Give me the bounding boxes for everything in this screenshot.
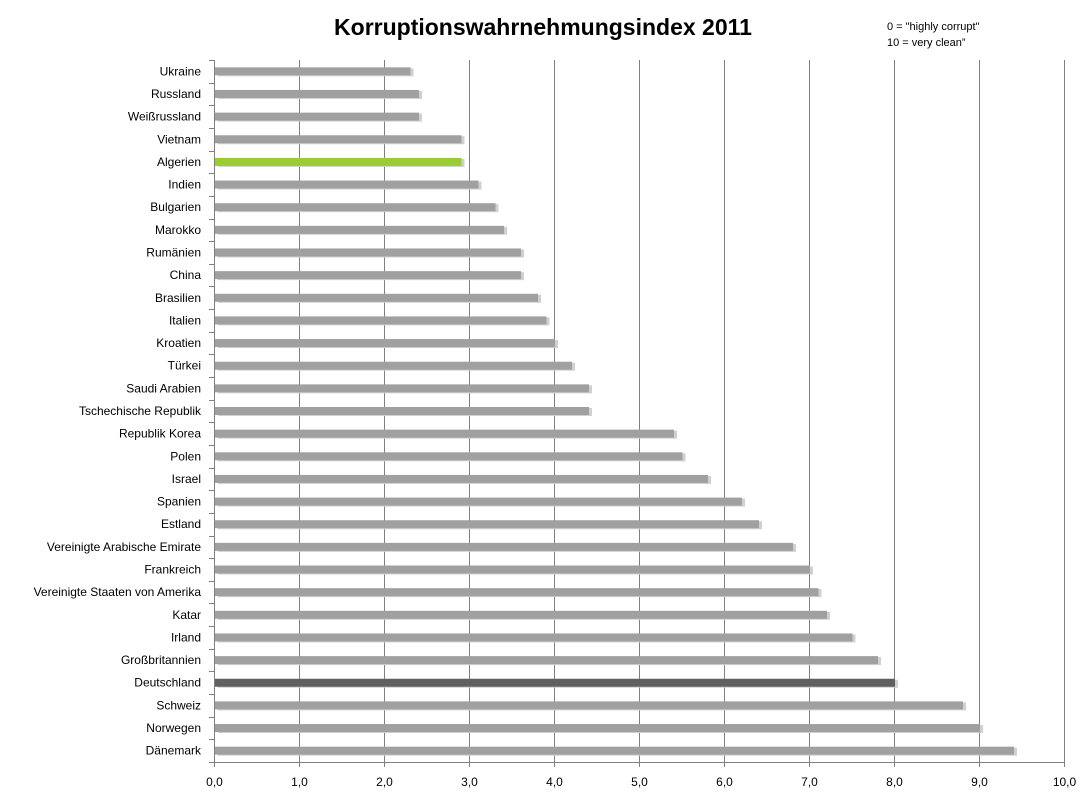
bar-marokko <box>215 225 504 234</box>
category-label-katar: Katar <box>172 608 201 622</box>
x-tick-labels: 0,0 1,0 2,0 3,0 4,0 5,0 6,0 7,0 8,0 9,0 10,0 <box>206 775 1076 789</box>
category-label-bulgarien: Bulgarien <box>150 200 201 214</box>
bar-kroatien <box>215 339 555 348</box>
x-tick-label-1: 1,0 <box>291 775 308 789</box>
axes <box>209 60 1065 767</box>
x-tick-label-7: 7,0 <box>801 775 818 789</box>
category-label-russland: Russland <box>151 87 201 101</box>
bar-rumaenien <box>215 248 521 257</box>
category-label-marokko: Marokko <box>155 223 201 237</box>
x-tick-label-5: 5,0 <box>631 775 648 789</box>
bar-bulgarien <box>215 203 496 212</box>
bar-irland <box>215 633 853 642</box>
bar-indien <box>215 180 479 189</box>
category-label-grossbritannien: Großbritannien <box>121 653 201 667</box>
bar-estland <box>215 520 759 529</box>
bar-vereinigte-staaten-von-amerika <box>215 588 819 597</box>
bar-russland <box>215 89 419 98</box>
category-label-saudi-arabien: Saudi Arabien <box>126 381 201 395</box>
bar-vereinigte-arabische-emirate <box>215 542 793 551</box>
category-label-estland: Estland <box>161 517 201 531</box>
category-label-ukraine: Ukraine <box>160 64 202 78</box>
bar-spanien <box>215 497 742 506</box>
x-tick-label-4: 4,0 <box>546 775 563 789</box>
bar-italien <box>215 316 547 325</box>
bar-tuerkei <box>215 361 572 370</box>
scale-note-line2: 10 = very clean” <box>887 37 966 49</box>
category-label-vereinigte-arabische-emirate: Vereinigte Arabische Emirate <box>47 540 201 554</box>
bar-brasilien <box>215 293 538 302</box>
category-label-schweiz: Schweiz <box>156 698 201 712</box>
bar-frankreich <box>215 565 810 574</box>
x-tick-label-9: 9,0 <box>971 775 988 789</box>
x-tick-label-10: 10,0 <box>1053 775 1077 789</box>
category-label-vereinigte-staaten-von-amerika: Vereinigte Staaten von Amerika <box>34 585 202 599</box>
bar-polen <box>215 452 683 461</box>
x-tick-label-2: 2,0 <box>376 775 393 789</box>
bar-schweiz <box>215 701 963 710</box>
category-label-vietnam: Vietnam <box>157 132 201 146</box>
category-label-tuerkei: Türkei <box>168 359 201 373</box>
bar-vietnam <box>215 135 462 144</box>
x-tick-label-8: 8,0 <box>886 775 903 789</box>
bar-israel <box>215 474 708 483</box>
bar-republik-korea <box>215 429 674 438</box>
category-label-weissrussland: Weißrussland <box>128 110 201 124</box>
bar-china <box>215 271 521 280</box>
category-label-spanien: Spanien <box>157 495 201 509</box>
category-label-polen: Polen <box>170 449 201 463</box>
bars <box>215 67 1017 756</box>
chart-title: Korruptionswahrnehmungsindex 2011 <box>334 14 752 40</box>
category-label-frankreich: Frankreich <box>144 563 201 577</box>
scale-note-line1: 0 = "highly corrupt" <box>887 21 980 33</box>
category-label-rumaenien: Rumänien <box>146 245 201 259</box>
bar-grossbritannien <box>215 656 878 665</box>
x-tick-label-6: 6,0 <box>716 775 733 789</box>
category-labels: Ukraine Russland Weißrussland Vietnam Algeri… <box>34 64 202 757</box>
category-label-norwegen: Norwegen <box>146 721 201 735</box>
category-label-israel: Israel <box>172 472 201 486</box>
category-label-china: China <box>170 268 202 282</box>
category-label-italien: Italien <box>169 313 201 327</box>
bar-tschechische-republik <box>215 407 589 415</box>
bar-weissrussland <box>215 112 419 121</box>
category-label-deutschland: Deutschland <box>134 676 201 690</box>
bar-daenemark <box>215 746 1014 755</box>
category-label-tschechische-republik: Tschechische Republik <box>79 404 202 418</box>
bar-deutschland <box>215 678 895 687</box>
category-label-daenemark: Dänemark <box>146 744 202 758</box>
bar-katar <box>215 610 827 619</box>
x-tick-label-3: 3,0 <box>461 775 478 789</box>
bar-norwegen <box>215 724 980 733</box>
x-tick-label-0: 0,0 <box>206 775 223 789</box>
bar-saudi-arabien <box>215 384 589 393</box>
category-label-kroatien: Kroatien <box>156 336 201 350</box>
category-label-republik-korea: Republik Korea <box>119 427 201 441</box>
category-label-indien: Indien <box>168 178 201 192</box>
category-label-irland: Irland <box>171 630 201 644</box>
category-label-algerien: Algerien <box>157 155 201 169</box>
bar-ukraine <box>215 67 411 76</box>
category-label-brasilien: Brasilien <box>155 291 201 305</box>
bar-algerien <box>215 157 462 166</box>
